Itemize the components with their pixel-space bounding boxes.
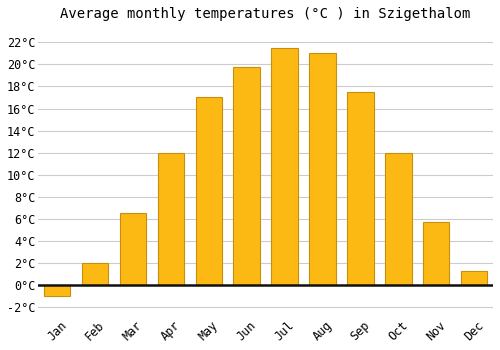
Bar [423,222,450,285]
Bar [120,214,146,285]
Bar [272,48,298,285]
Bar [196,97,222,285]
Bar [309,53,336,285]
Bar [461,271,487,285]
Bar [158,153,184,285]
Bar [82,263,108,285]
Title: Average monthly temperatures (°C ) in Szigethalom: Average monthly temperatures (°C ) in Sz… [60,7,471,21]
Bar [234,66,260,285]
Bar [347,92,374,285]
Bar [44,285,70,296]
Bar [385,153,411,285]
